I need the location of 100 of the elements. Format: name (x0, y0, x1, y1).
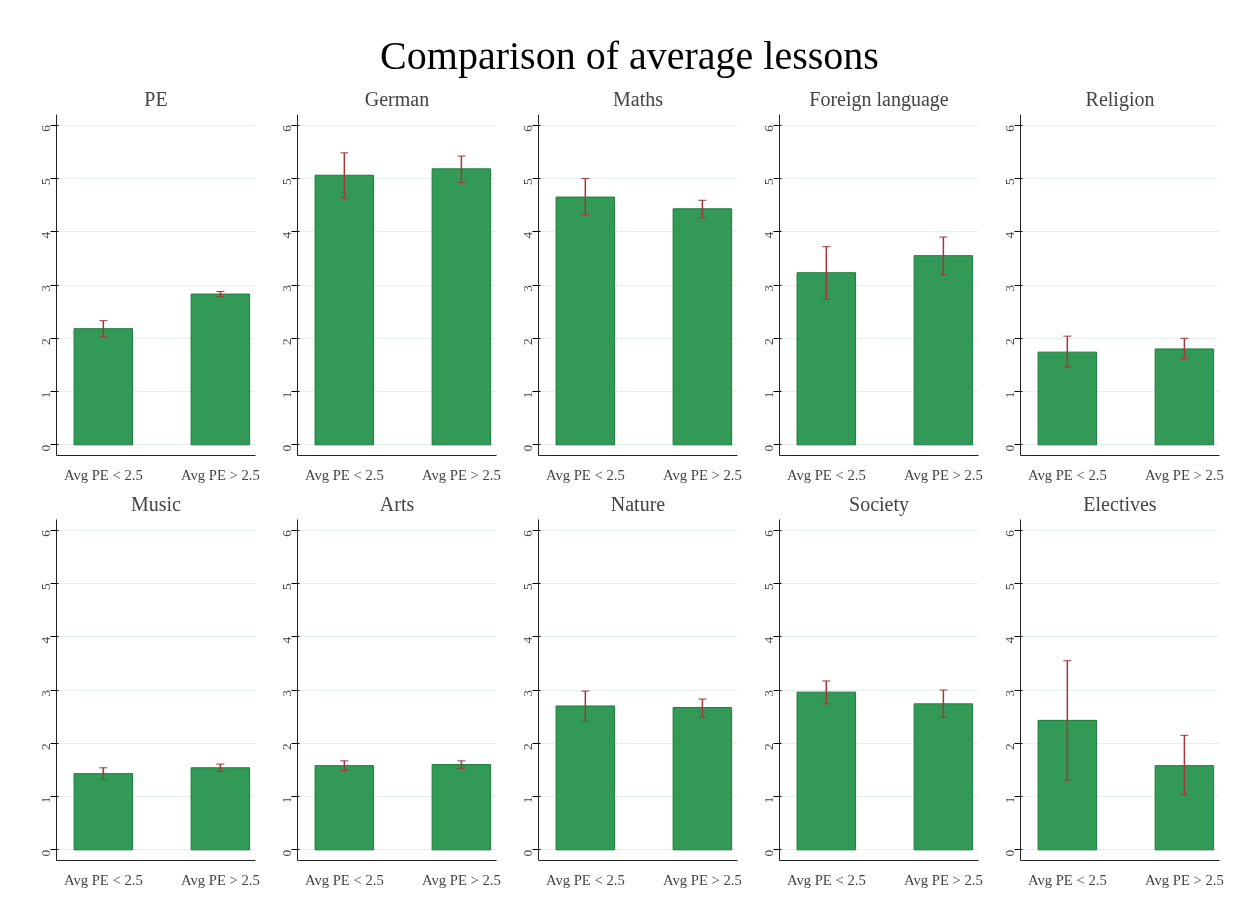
x-tick-label: Avg PE > 2.5 (1144, 871, 1224, 888)
y-tick-label: 4 (1001, 231, 1017, 239)
x-tick-label: Avg PE < 2.5 (63, 871, 143, 888)
y-tick-label: 1 (1001, 391, 1017, 399)
y-tick-label: 6 (278, 529, 294, 537)
x-tick-label: Avg PE < 2.5 (1027, 466, 1107, 483)
y-tick-label: 0 (37, 444, 53, 452)
y-tick-label: 0 (278, 849, 294, 857)
chart-title: Arts (379, 492, 415, 515)
chart-title: Music (131, 492, 182, 515)
y-tick-label: 4 (37, 231, 53, 239)
x-tick-label: Avg PE > 2.5 (1144, 466, 1224, 483)
y-tick-label: 0 (278, 444, 294, 452)
y-tick-label: 0 (519, 444, 535, 452)
x-tick-label: Avg PE > 2.5 (662, 466, 742, 483)
y-tick-label: 3 (278, 689, 294, 697)
y-tick-label: 6 (760, 529, 776, 537)
x-tick-label: Avg PE > 2.5 (662, 871, 742, 888)
chart-title: PE (144, 87, 168, 110)
y-tick-label: 5 (760, 583, 776, 591)
y-tick-label: 2 (760, 743, 776, 750)
y-tick-label: 2 (1001, 743, 1017, 750)
y-tick-label: 1 (519, 796, 535, 804)
chart-title: Foreign language (809, 87, 949, 111)
x-tick-label: Avg PE < 2.5 (304, 871, 384, 888)
x-tick-label: Avg PE > 2.5 (421, 871, 501, 888)
x-tick-label: Avg PE < 2.5 (545, 871, 625, 888)
y-tick-label: 6 (278, 124, 294, 132)
x-tick-label: Avg PE > 2.5 (421, 466, 501, 483)
y-tick-label: 5 (1001, 583, 1017, 591)
y-tick-label: 0 (760, 849, 776, 857)
y-tick-label: 2 (37, 338, 53, 345)
y-tick-label: 6 (760, 124, 776, 132)
x-tick-label: Avg PE > 2.5 (180, 466, 260, 483)
y-tick-label: 1 (760, 796, 776, 804)
y-tick-label: 5 (519, 583, 535, 591)
y-tick-label: 2 (278, 743, 294, 750)
y-tick-label: 5 (760, 178, 776, 186)
y-tick-label: 2 (760, 338, 776, 345)
y-tick-label: 5 (1001, 178, 1017, 186)
x-tick-label: Avg PE < 2.5 (304, 466, 384, 483)
y-tick-label: 3 (760, 689, 776, 697)
y-tick-label: 3 (760, 284, 776, 292)
y-tick-label: 4 (278, 231, 294, 239)
y-tick-label: 2 (519, 743, 535, 750)
y-tick-label: 1 (760, 391, 776, 399)
y-tick-label: 1 (519, 391, 535, 399)
chart-title: Society (849, 492, 909, 516)
y-tick-label: 1 (278, 796, 294, 804)
y-tick-label: 4 (519, 636, 535, 644)
y-tick-label: 1 (278, 391, 294, 399)
y-tick-label: 6 (37, 529, 53, 537)
y-tick-label: 5 (278, 178, 294, 186)
chart-title: German (364, 87, 430, 110)
y-tick-label: 5 (278, 583, 294, 591)
y-tick-label: 4 (37, 636, 53, 644)
y-tick-label: 6 (519, 529, 535, 537)
y-tick-label: 4 (760, 636, 776, 644)
x-tick-label: Avg PE > 2.5 (903, 466, 983, 483)
y-tick-label: 0 (760, 444, 776, 452)
y-tick-label: 0 (1001, 849, 1017, 857)
y-tick-label: 1 (37, 796, 53, 804)
y-tick-label: 2 (278, 338, 294, 345)
y-tick-label: 6 (519, 124, 535, 132)
y-tick-label: 0 (519, 849, 535, 857)
y-tick-label: 1 (1001, 796, 1017, 804)
y-tick-label: 3 (519, 689, 535, 697)
x-tick-label: Avg PE < 2.5 (786, 871, 866, 888)
y-tick-label: 3 (278, 284, 294, 292)
x-tick-label: Avg PE > 2.5 (180, 871, 260, 888)
y-tick-label: 5 (37, 178, 53, 186)
y-tick-label: 2 (519, 338, 535, 345)
y-tick-label: 4 (278, 636, 294, 644)
chart-title: Religion (1085, 87, 1155, 111)
x-tick-label: Avg PE < 2.5 (1027, 871, 1107, 888)
y-tick-label: 6 (1001, 529, 1017, 537)
chart-title: Electives (1083, 492, 1157, 515)
y-tick-label: 3 (37, 689, 53, 697)
y-tick-label: 5 (519, 178, 535, 186)
y-tick-label: 1 (37, 391, 53, 399)
y-tick-label: 0 (37, 849, 53, 857)
y-tick-label: 5 (37, 583, 53, 591)
y-tick-label: 2 (37, 743, 53, 750)
text: Comparison of average lessons (380, 32, 879, 80)
y-tick-label: 4 (519, 231, 535, 239)
y-tick-label: 4 (1001, 636, 1017, 644)
y-tick-label: 6 (1001, 124, 1017, 132)
x-tick-label: Avg PE < 2.5 (63, 466, 143, 483)
chart-title: Nature (610, 492, 666, 515)
y-tick-label: 6 (37, 124, 53, 132)
y-tick-label: 3 (1001, 689, 1017, 697)
y-tick-label: 3 (37, 284, 53, 292)
x-tick-label: Avg PE < 2.5 (786, 466, 866, 483)
x-tick-label: Avg PE > 2.5 (903, 871, 983, 888)
y-tick-label: 3 (1001, 284, 1017, 292)
y-tick-label: 4 (760, 231, 776, 239)
chart-title: Maths (613, 87, 664, 110)
y-tick-label: 3 (519, 284, 535, 292)
y-tick-label: 0 (1001, 444, 1017, 452)
y-tick-label: 2 (1001, 338, 1017, 345)
